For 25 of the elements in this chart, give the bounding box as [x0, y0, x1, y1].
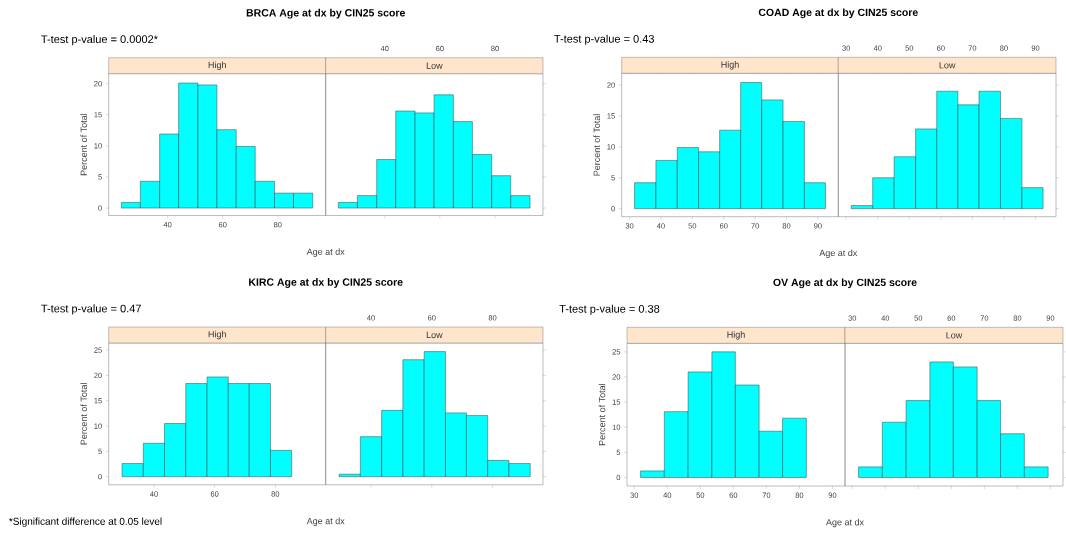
x-axis-title: Age at dx	[306, 248, 345, 257]
chart-subtitle: Low	[939, 62, 956, 69]
chart-title: BRCA Age at dx by CIN25 score	[246, 8, 405, 19]
y-axis-title: Percent of Total	[593, 114, 600, 176]
chart-title: KIRC Age at dx by CIN25 score	[249, 278, 403, 288]
chart-subtitle: High	[208, 61, 226, 70]
text: T-test p-value = 0.43	[554, 34, 654, 45]
chart-subtitle: Low	[946, 332, 963, 339]
chart-title: OV Age at dx by CIN25 score	[773, 278, 917, 289]
y-axis-title: Percent of Total	[80, 113, 87, 176]
text: T-test p-value = 0.38	[559, 304, 660, 315]
chart-subtitle: High	[727, 331, 745, 340]
x-axis-title: Age at dx	[306, 517, 345, 526]
y-axis-title: Percent of Total	[598, 383, 606, 446]
text: T-test p-value = 0.47	[41, 304, 141, 315]
chart-subtitle: High	[208, 330, 226, 340]
text: *Significant difference at 0.05 level	[9, 517, 162, 527]
chart-subtitle: High	[721, 61, 739, 70]
x-axis-title: Age at dx	[819, 249, 858, 258]
x-axis-title: Age at dx	[826, 518, 864, 528]
chart-subtitle: Low	[426, 62, 443, 69]
chart-subtitle: Low	[426, 331, 443, 339]
text: T-test p-value = 0.0002*	[41, 35, 158, 46]
chart-title: COAD Age at dx by CIN25 score	[758, 8, 918, 19]
y-axis-title: Percent of Total	[80, 383, 87, 445]
